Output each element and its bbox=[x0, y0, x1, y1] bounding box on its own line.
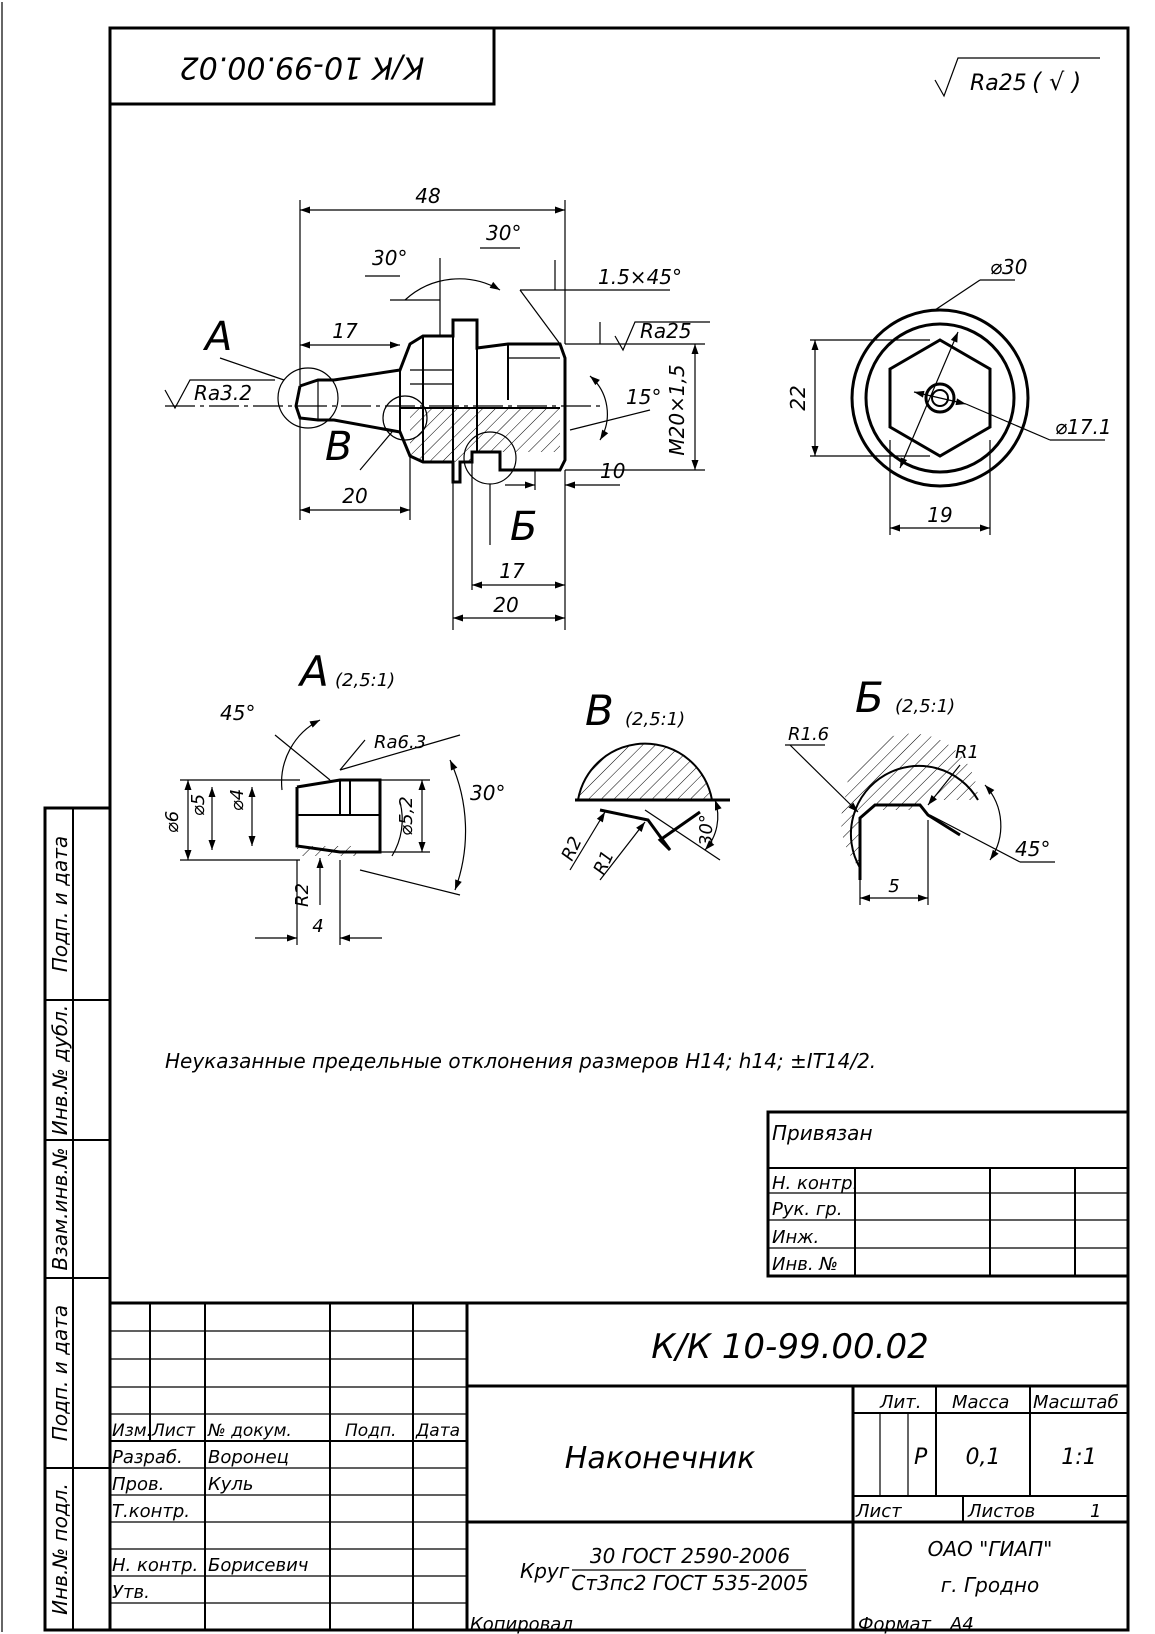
header-izm: Изм. bbox=[112, 1421, 152, 1441]
sheets-value: 1 bbox=[1090, 1501, 1101, 1522]
detail-v-letter: В bbox=[585, 686, 614, 735]
detail-a-scale: (2,5:1) bbox=[335, 670, 395, 691]
header-list: Лист bbox=[151, 1421, 196, 1441]
general-roughness-bracket: ( √ ) bbox=[1032, 68, 1081, 96]
dim-10: 10 bbox=[600, 459, 625, 483]
callout-a: А bbox=[202, 314, 232, 360]
dim-angle-right: 30° bbox=[486, 221, 521, 245]
detail-b-letter: Б bbox=[855, 673, 884, 722]
dim-chamfer: 1.5×45° bbox=[598, 265, 682, 289]
sheet-label: Лист bbox=[855, 1501, 902, 1522]
detail-b-scale: (2,5:1) bbox=[895, 696, 955, 717]
end-dia-30: ⌀30 bbox=[990, 255, 1028, 279]
detail-a-d5-2: ⌀5,2 bbox=[396, 796, 417, 835]
callout-v: В bbox=[325, 424, 352, 470]
dim-overall-length: 48 bbox=[415, 184, 440, 208]
detail-b-r1-6: R1.6 bbox=[788, 724, 829, 745]
side-strip-label: Подп. и дата bbox=[48, 836, 72, 972]
general-roughness: Ra25 ( √ ) bbox=[934, 57, 1100, 98]
detail-v-r1: R1 bbox=[589, 848, 618, 879]
material-prefix: Круг bbox=[520, 1559, 570, 1583]
scale-value: 1:1 bbox=[1061, 1445, 1096, 1470]
binding-row: Инв. № bbox=[772, 1254, 838, 1275]
role-label: Т.контр. bbox=[112, 1501, 190, 1522]
part-name: Наконечник bbox=[565, 1441, 755, 1476]
tolerance-note: Неуказанные предельные отклонения размер… bbox=[165, 1049, 876, 1073]
footer-format-label: Формат bbox=[858, 1614, 932, 1634]
material-bottom: Ст3пс2 ГОСТ 535-2005 bbox=[571, 1571, 808, 1595]
org-name: ОАО "ГИАП" bbox=[928, 1537, 1053, 1561]
detail-a-angle-45: 45° bbox=[220, 701, 255, 725]
detail-a-r2: R2 bbox=[292, 883, 313, 907]
title-block: К/К 10-99.00.02 Наконечник Изм. Лист № д… bbox=[108, 1301, 1130, 1632]
detail-v: В (2,5:1) R2 R1 30° bbox=[557, 686, 730, 881]
detail-a-d6: ⌀6 bbox=[162, 811, 183, 833]
header-sign: Подп. bbox=[345, 1421, 396, 1441]
role-label: Утв. bbox=[112, 1582, 150, 1603]
role-label: Пров. bbox=[112, 1474, 164, 1495]
lit-value: Р bbox=[914, 1445, 928, 1470]
dim-20-bottom: 20 bbox=[493, 593, 518, 617]
detail-a-len-4: 4 bbox=[312, 916, 323, 937]
corner-designation-box: К/К 10-99.00.02 bbox=[110, 28, 496, 106]
detail-b: Б (2,5:1) R1.6 R1 45° 5 bbox=[785, 673, 1055, 905]
end-dia-17-1: ⌀17.1 bbox=[1055, 415, 1112, 439]
side-strip-label: Подп. и дата bbox=[48, 1305, 72, 1441]
binding-row: Рук. гр. bbox=[772, 1199, 842, 1220]
header-date: Дата bbox=[415, 1421, 460, 1441]
binding-block: Привязан Н. контр. Рук. гр. Инж. Инв. № bbox=[766, 1110, 1130, 1278]
title-designation: К/К 10-99.00.02 bbox=[651, 1327, 928, 1367]
detail-a-angle-30: 30° bbox=[470, 781, 505, 805]
end-dim-22: 22 bbox=[786, 385, 810, 410]
general-roughness-value: Ra25 bbox=[970, 71, 1027, 96]
mass-value: 0,1 bbox=[966, 1445, 1001, 1470]
side-strip-label: Инв.№ подл. bbox=[48, 1483, 72, 1615]
lit-label: Лит. bbox=[879, 1392, 921, 1413]
binding-title: Привязан bbox=[772, 1121, 873, 1145]
material-top: 30 ГОСТ 2590-2006 bbox=[590, 1544, 790, 1568]
footer-copied: Копировал bbox=[470, 1614, 573, 1634]
role-label: Разраб. bbox=[112, 1447, 183, 1468]
detail-a-letter: А bbox=[297, 647, 329, 696]
detail-v-scale: (2,5:1) bbox=[625, 709, 685, 730]
role-name: Воронец bbox=[208, 1447, 289, 1468]
mass-label: Масса bbox=[952, 1392, 1009, 1413]
main-view: 48 30° 30° 1.5×45° 17 20 17 20 10 bbox=[164, 184, 710, 630]
dim-17-bottom: 17 bbox=[499, 559, 525, 583]
role-name: Борисевич bbox=[208, 1555, 308, 1576]
dim-angle-left: 30° bbox=[372, 246, 407, 270]
detail-a-d5: ⌀5 bbox=[188, 794, 209, 816]
roughness-left: Ra3.2 bbox=[194, 381, 252, 405]
end-view: ⌀30 ⌀17.1 22 19 bbox=[786, 255, 1112, 535]
callout-b: Б bbox=[510, 504, 537, 550]
dim-20-left: 20 bbox=[342, 484, 367, 508]
binding-row: Инж. bbox=[772, 1227, 819, 1248]
role-name: Куль bbox=[208, 1474, 254, 1495]
corner-designation: К/К 10-99.00.02 bbox=[180, 50, 425, 85]
dim-17-left: 17 bbox=[332, 319, 358, 343]
detail-v-angle-30: 30° bbox=[696, 814, 717, 846]
dim-angle-15: 15° bbox=[626, 385, 661, 409]
side-strip-label: Инв.№ дубл. bbox=[48, 1005, 72, 1135]
scale-label: Масштаб bbox=[1033, 1392, 1119, 1413]
footer-format-value: А4 bbox=[949, 1614, 974, 1634]
binding-row: Н. контр. bbox=[772, 1173, 858, 1194]
sheets-label: Листов bbox=[967, 1501, 1035, 1522]
role-label: Н. контр. bbox=[112, 1555, 198, 1576]
org-city: г. Гродно bbox=[941, 1573, 1039, 1597]
detail-b-angle-45: 45° bbox=[1015, 837, 1050, 861]
dim-thread: M20×1,5 bbox=[665, 364, 689, 455]
detail-b-r1: R1 bbox=[955, 742, 979, 763]
detail-a-roughness: Ra6.3 bbox=[374, 732, 426, 753]
detail-a: А (2,5:1) ⌀6 ⌀5 ⌀4 ⌀5,2 45° Ra6.3 30° R2 bbox=[162, 647, 505, 945]
detail-a-d4: ⌀4 bbox=[227, 789, 248, 811]
detail-b-len-5: 5 bbox=[888, 876, 899, 897]
detail-v-r2: R2 bbox=[557, 834, 586, 865]
header-doc: № докум. bbox=[207, 1421, 292, 1441]
side-strip-label: Взам.инв.№ bbox=[48, 1147, 72, 1270]
end-dim-19: 19 bbox=[927, 503, 952, 527]
roughness-right: Ra25 bbox=[640, 319, 692, 343]
side-strip: Подп. и дата Инв.№ дубл. Взам.инв.№ Подп… bbox=[43, 806, 112, 1632]
